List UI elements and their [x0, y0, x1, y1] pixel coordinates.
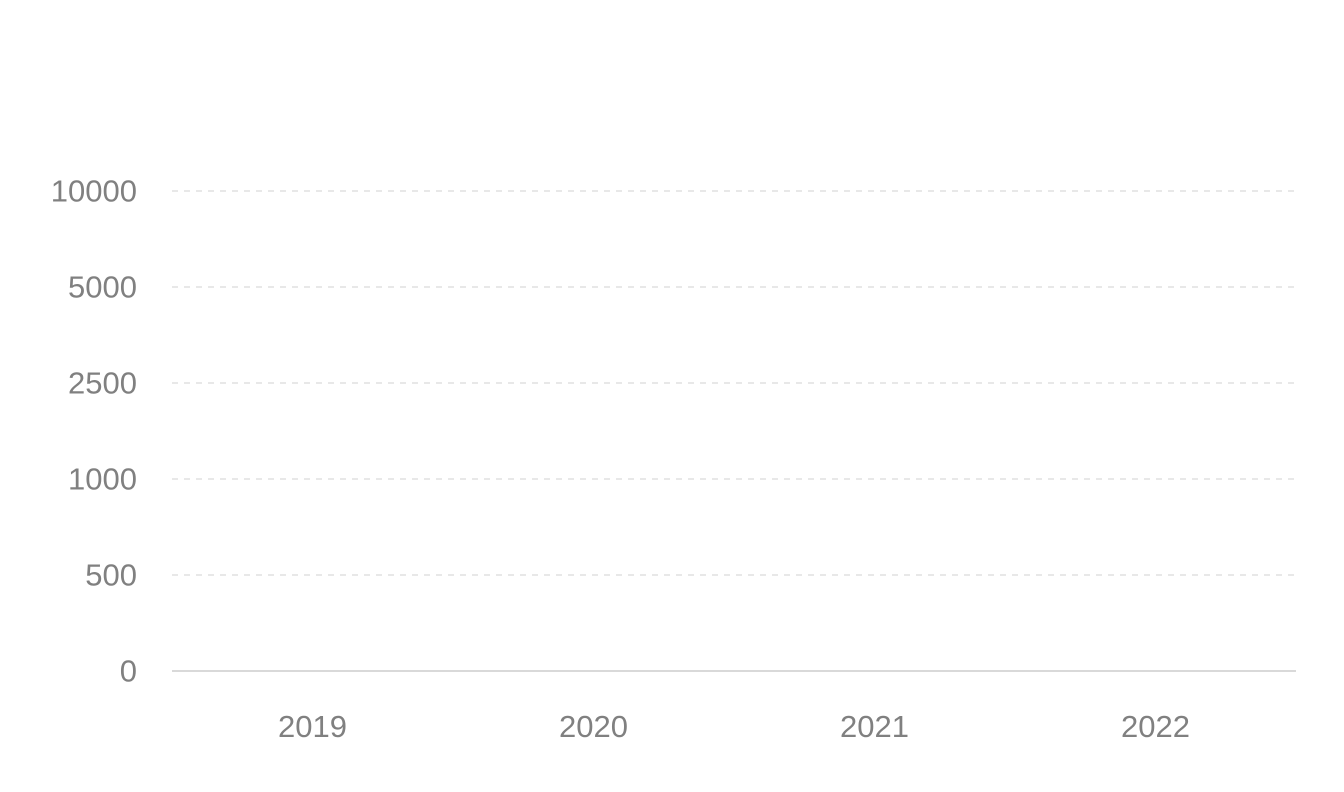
y-tick-label: 500: [85, 558, 137, 593]
y-tick-label: 2500: [68, 366, 137, 401]
y-tick-label: 1000: [68, 462, 137, 497]
grid-layer: [172, 190, 1296, 576]
y-axis-ticks: 0 500 1000 2500 5000 10000: [51, 174, 137, 689]
y-tick-label: 10000: [51, 174, 137, 209]
x-tick-label: 2019: [278, 709, 347, 744]
y-tick-label: 0: [120, 654, 137, 689]
x-axis-ticks: 2019 2020 2021 2022: [278, 709, 1190, 744]
x-tick-label: 2021: [840, 709, 909, 744]
x-tick-label: 2020: [559, 709, 628, 744]
x-tick-label: 2022: [1121, 709, 1190, 744]
y-tick-label: 5000: [68, 270, 137, 305]
